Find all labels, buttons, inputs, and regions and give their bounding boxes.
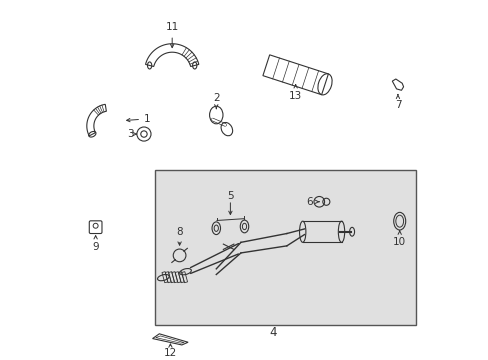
Text: 2: 2: [213, 93, 219, 109]
Text: 3: 3: [126, 129, 136, 139]
Text: 6: 6: [306, 197, 318, 207]
Text: 7: 7: [394, 95, 401, 110]
Text: 8: 8: [176, 227, 183, 245]
Bar: [154, 170, 415, 325]
Text: 10: 10: [392, 231, 406, 247]
Text: 9: 9: [92, 236, 99, 252]
Text: 1: 1: [126, 114, 150, 124]
Text: 4: 4: [268, 326, 276, 339]
Text: 12: 12: [163, 344, 177, 358]
Text: 13: 13: [288, 85, 302, 101]
Text: 5: 5: [226, 192, 233, 202]
Text: 11: 11: [165, 22, 179, 48]
